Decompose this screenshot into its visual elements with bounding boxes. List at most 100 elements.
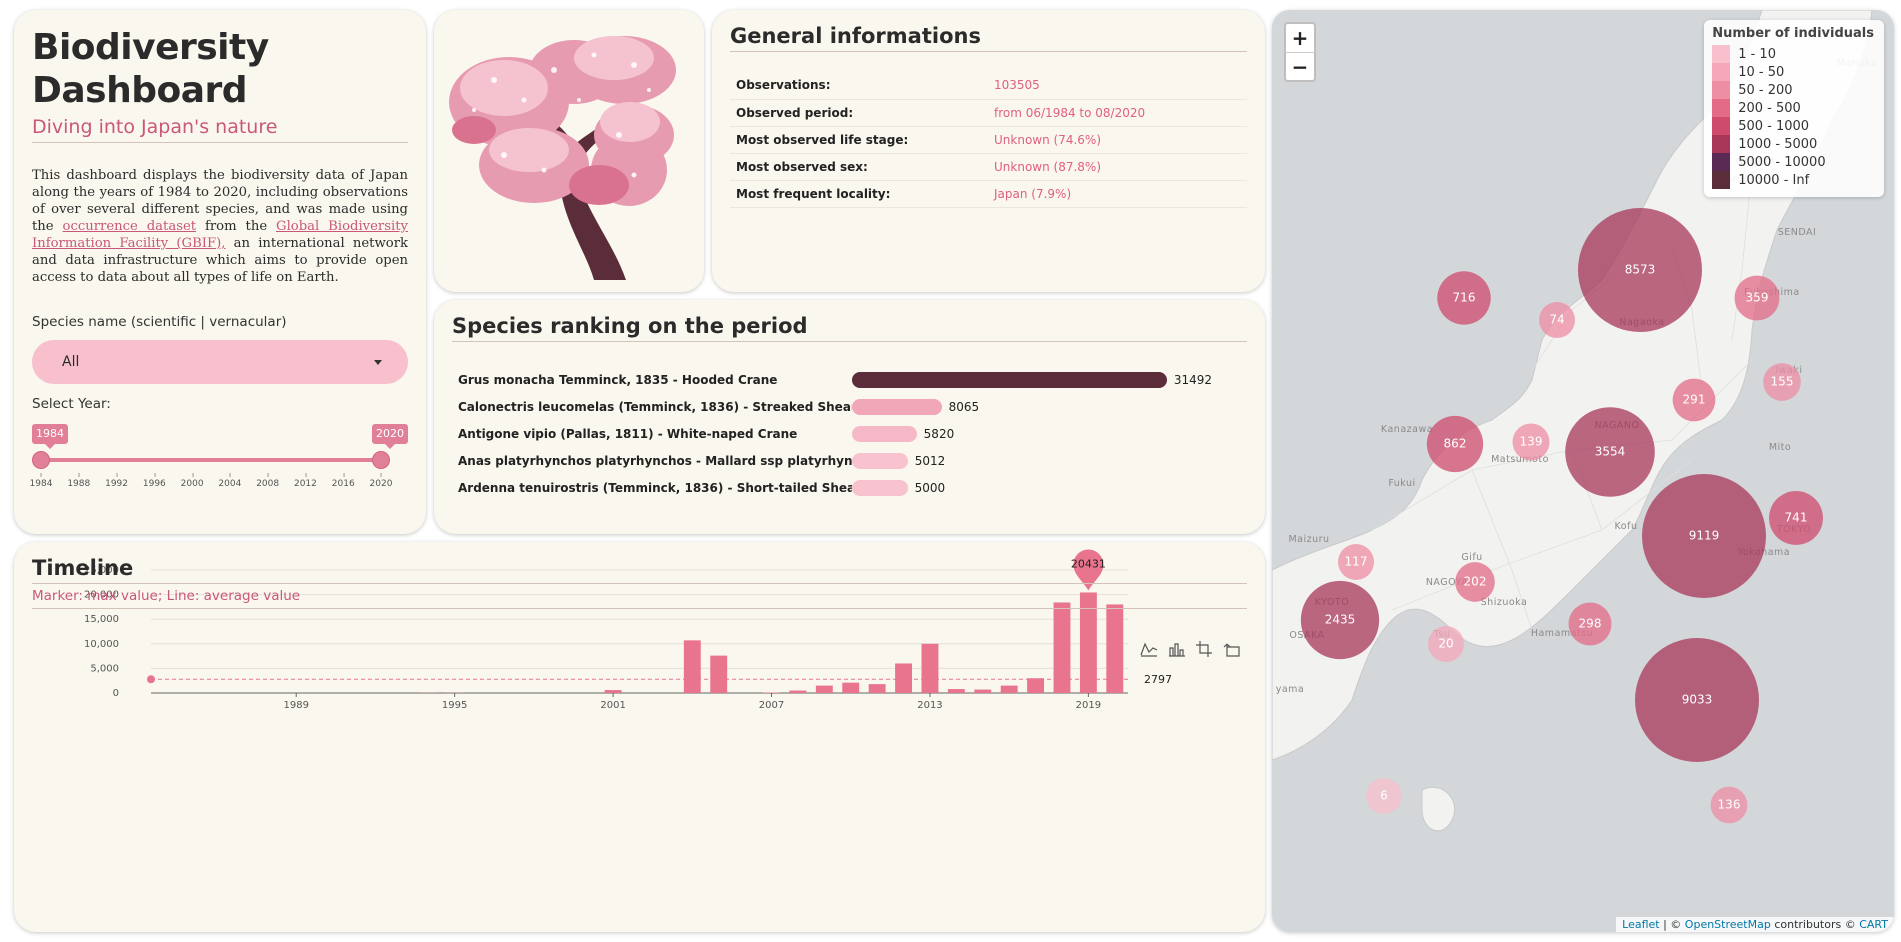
info-value: from 06/1984 to 08/2020 (988, 99, 1247, 127)
map-cluster-bubble[interactable] (1672, 378, 1716, 422)
x-tick-label: 1989 (284, 700, 309, 711)
year-start-tag: 1984 (32, 424, 68, 449)
line-chart-icon[interactable] (1139, 640, 1159, 658)
timeline-bar[interactable] (1106, 604, 1124, 693)
legend-item: 50 - 200 (1712, 81, 1874, 99)
map-cluster-bubble[interactable] (1578, 208, 1702, 332)
ranking-bar (852, 452, 908, 469)
general-info-card: General informations Observations: 103505… (712, 10, 1265, 292)
slider-tick-label: 2004 (218, 473, 242, 489)
map-cluster-bubble[interactable] (1428, 626, 1464, 662)
map-cluster-bubble[interactable] (1568, 602, 1612, 646)
timeline-subtitle: Marker: max value; Line: average value (32, 588, 1247, 609)
timeline-bar[interactable] (947, 689, 965, 693)
timeline-bar[interactable] (683, 640, 701, 693)
x-tick-label: 2007 (759, 700, 784, 711)
average-line-start-marker (147, 675, 155, 684)
map-cluster-bubble[interactable] (1338, 544, 1374, 580)
zoom-in-button[interactable]: + (1291, 26, 1309, 50)
timeline-bar[interactable] (842, 682, 860, 693)
map-cluster-label: 716 (1453, 291, 1476, 305)
map-cluster-bubble[interactable] (1426, 415, 1484, 473)
slider-tick-label: 2016 (331, 473, 355, 489)
legend-item: 5000 - 10000 (1712, 153, 1874, 171)
year-range-slider[interactable]: 1984 2020 1984 1988 1992 1996 2000 2004 2008 20… (30, 420, 408, 493)
ranking-species-name: Ardenna tenuirostris (Temminck, 1836) - … (458, 480, 852, 495)
timeline-bar[interactable] (895, 663, 913, 693)
timeline-bar[interactable] (1053, 602, 1071, 693)
ranking-species-name: Antigone vipio (Pallas, 1811) - White-na… (458, 426, 798, 441)
occurrence-dataset-link[interactable]: occurrence dataset (62, 219, 197, 234)
slider-tick-label: 2008 (256, 473, 280, 489)
restore-icon[interactable] (1223, 640, 1243, 658)
slider-track[interactable] (41, 458, 381, 462)
crop-icon[interactable] (1195, 640, 1215, 658)
timeline-card: 0 5,000 10,000 15,000 20,000 25,000 1989 1995 20… (14, 542, 1265, 932)
ranking-row[interactable]: Anas platyrhynchos platyrhynchos - Malla… (452, 447, 1247, 474)
ranking-value: 5012 (914, 453, 946, 468)
map-cluster-bubble[interactable] (1642, 474, 1766, 598)
timeline-bar[interactable] (710, 655, 728, 693)
osm-link[interactable]: OpenStreetMap (1684, 918, 1771, 931)
timeline-bar[interactable] (1027, 678, 1045, 693)
map-legend: Number of individuals 1 - 10 10 - 50 50 - … (1704, 20, 1884, 197)
ranking-bar (852, 479, 908, 496)
timeline-bar[interactable] (921, 643, 939, 693)
slider-ticks: 1984 1988 1992 1996 2000 2004 2008 2012 2016 2020 (30, 473, 392, 493)
map-cluster-bubble[interactable] (1512, 423, 1550, 461)
ranking-row[interactable]: Antigone vipio (Pallas, 1811) - White-na… (452, 420, 1247, 447)
species-select[interactable]: All (32, 340, 408, 384)
legend-label: 1 - 10 (1738, 46, 1776, 62)
x-tick-label: 1995 (442, 700, 467, 711)
slider-handle-start[interactable] (32, 451, 50, 469)
info-value: Unknown (74.6%) (988, 126, 1247, 154)
ranking-row[interactable]: Ardenna tenuirostris (Temminck, 1836) - … (452, 474, 1247, 501)
ranking-row[interactable]: Grus monacha Temminck, 1835 - Hooded Cra… (452, 366, 1247, 393)
gbif-link[interactable]: Global Biodiversity Information Facility… (32, 219, 408, 251)
map-cluster-bubble[interactable] (1437, 271, 1491, 325)
ranking-species-name: Calonectris leucomelas (Temminck, 1836) … (458, 399, 852, 414)
timeline-bar[interactable] (815, 685, 833, 693)
y-tick-label: 0 (113, 688, 119, 699)
info-row: Most observed life stage: Unknown (74.6%) (730, 126, 1247, 154)
slider-tick-label: 2012 (293, 473, 317, 489)
legend-label: 500 - 1000 (1738, 118, 1810, 134)
map-cluster-bubble[interactable] (1769, 491, 1823, 545)
timeline-bar[interactable] (789, 690, 807, 693)
map-cluster-label: 74 (1549, 313, 1564, 327)
max-value-marker[interactable] (1073, 549, 1104, 591)
map-cluster-bubble[interactable] (1565, 407, 1655, 497)
carto-link[interactable]: CART (1859, 918, 1888, 931)
map-cluster-bubble[interactable] (1539, 302, 1575, 338)
map-cluster-bubble[interactable] (1366, 778, 1402, 814)
species-label: Species name (scientific | vernacular) (32, 314, 287, 330)
bar-chart-icon[interactable] (1167, 640, 1187, 658)
timeline-bar[interactable] (1079, 592, 1097, 693)
map-cluster-label: 862 (1444, 437, 1467, 451)
timeline-chart: 0 5,000 10,000 15,000 20,000 25,000 1989 1995 20… (84, 549, 1172, 711)
ranking-species-name: Anas platyrhynchos platyrhynchos - Malla… (458, 453, 852, 468)
timeline-bar[interactable] (604, 690, 622, 693)
slider-tick-label: 1984 (29, 473, 53, 489)
cherry-blossom-illustration (449, 36, 676, 280)
leaflet-link[interactable]: Leaflet (1622, 918, 1660, 931)
slider-handle-end[interactable] (372, 451, 390, 469)
ranking-bar (852, 425, 917, 442)
map-cluster-bubble[interactable] (1734, 275, 1780, 321)
ranking-row[interactable]: Calonectris leucomelas (Temminck, 1836) … (452, 393, 1247, 420)
timeline-bar[interactable] (868, 684, 886, 693)
map-cluster-bubble[interactable] (1710, 786, 1748, 824)
map-cluster-bubble[interactable] (1300, 580, 1380, 660)
timeline-bar[interactable] (974, 689, 992, 693)
legend-title: Number of individuals (1712, 26, 1874, 41)
legend-label: 1000 - 5000 (1738, 136, 1818, 152)
map-cluster-bubble[interactable] (1763, 363, 1801, 401)
map-cluster-bubble[interactable] (1455, 562, 1495, 602)
map-cluster-bubble[interactable] (1635, 638, 1759, 762)
timeline-bar[interactable] (1000, 685, 1018, 693)
zoom-out-button[interactable]: − (1286, 52, 1314, 80)
ranking-value: 31492 (1173, 372, 1212, 387)
map-canvas[interactable]: SAKATATsuruokaSENDAIFukushimaNagaokaIwak… (1272, 10, 1894, 932)
legend-swatch (1712, 45, 1731, 63)
map-panel[interactable]: SAKATATsuruokaSENDAIFukushimaNagaokaIwak… (1272, 10, 1894, 932)
